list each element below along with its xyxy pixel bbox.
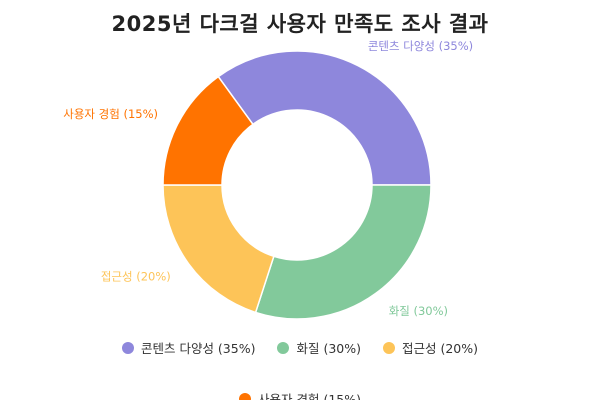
donut-labels: 콘텐츠 다양성 (35%) 화질 (30%) 접근성 (20%) 사용자 경험 (15… <box>63 39 473 318</box>
slice-label-image-quality: 화질 (30%) <box>389 304 448 318</box>
chart-title: 2025년 다크걸 사용자 만족도 조사 결과 <box>111 12 489 36</box>
legend-item-content-diversity[interactable]: 콘텐츠 다양성 (35%) <box>121 338 256 357</box>
legend-item-user-experience[interactable]: 사용자 경험 (15%) <box>239 389 361 400</box>
legend-label: 콘텐츠 다양성 (35%) <box>140 341 256 356</box>
slice-content-diversity[interactable] <box>217 50 432 186</box>
slice-label-user-experience: 사용자 경험 (15%) <box>63 107 158 121</box>
legend-item-accessibility[interactable]: 접근성 (20%) <box>382 338 478 357</box>
legend-label: 접근성 (20%) <box>401 341 478 356</box>
legend-label: 사용자 경험 (15%) <box>258 392 361 400</box>
slice-label-content-diversity: 콘텐츠 다양성 (35%) <box>368 39 473 53</box>
legend-marker <box>277 341 290 354</box>
donut-slices <box>162 50 432 320</box>
legend-marker <box>382 341 395 354</box>
legend-item-image-quality[interactable]: 화질 (30%) <box>277 338 361 357</box>
chart-legend: 콘텐츠 다양성 (35%) 화질 (30%) 접근성 (20%) 사용자 경험 … <box>40 338 560 400</box>
legend-marker <box>121 341 134 354</box>
slice-accessibility[interactable] <box>162 184 275 314</box>
slice-label-accessibility: 접근성 (20%) <box>101 270 171 284</box>
slice-image-quality[interactable] <box>254 184 432 320</box>
legend-marker <box>239 392 251 400</box>
slice-user-experience[interactable] <box>162 75 254 186</box>
legend-label: 화질 (30%) <box>296 341 361 356</box>
